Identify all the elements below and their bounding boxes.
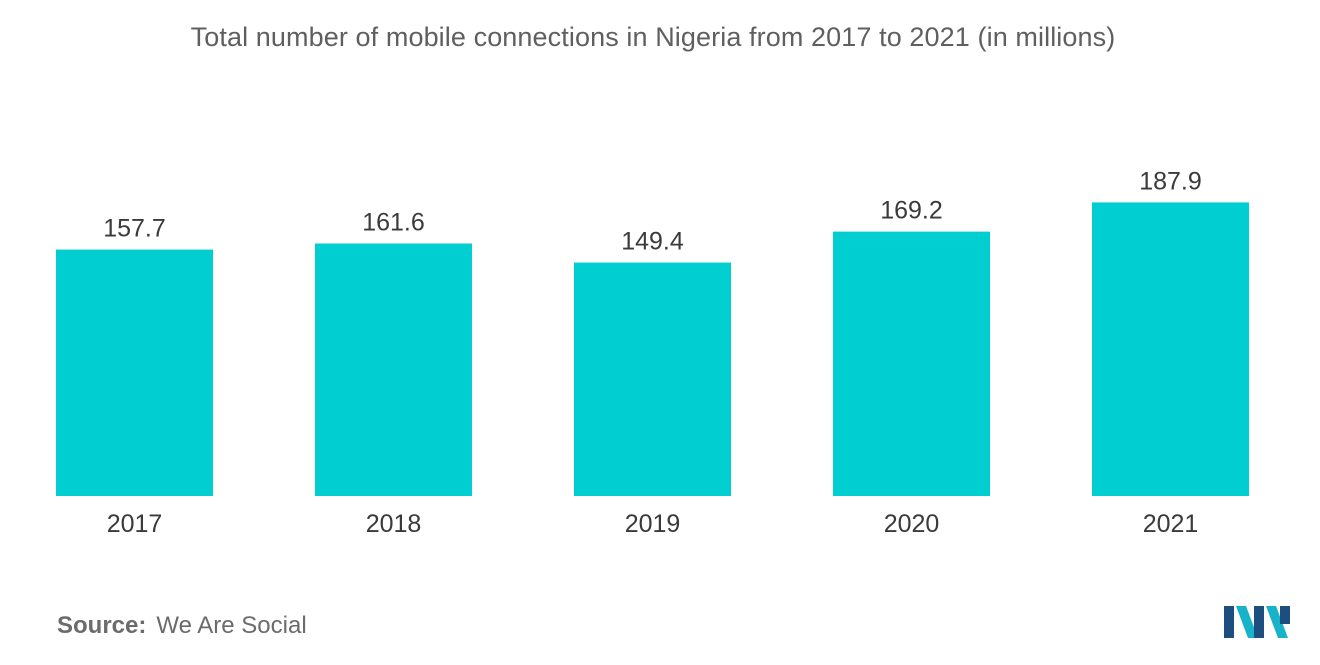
x-tick-label-2021: 2021 <box>1143 510 1199 538</box>
x-tick-label-2019: 2019 <box>625 510 681 538</box>
bar-2020 <box>833 231 990 496</box>
x-tick-label-2017: 2017 <box>107 510 163 538</box>
data-label-2017: 157.7 <box>103 215 166 243</box>
bars-group <box>56 202 1249 496</box>
source-note: Source: We Are Social <box>57 612 307 640</box>
bar-2018 <box>315 243 472 496</box>
bar-2021 <box>1092 202 1249 496</box>
value-labels-group: 157.7 161.6 149.4 169.2 187.9 <box>103 167 1202 255</box>
x-axis-ticks: 2017 2018 2019 2020 2021 <box>107 510 1199 538</box>
chart-title: Total number of mobile connections in Ni… <box>190 22 1116 52</box>
data-label-2021: 187.9 <box>1139 167 1202 195</box>
source-label: Source: <box>57 612 147 639</box>
x-tick-label-2018: 2018 <box>366 510 422 538</box>
bar-2017 <box>56 249 213 496</box>
data-label-2020: 169.2 <box>880 197 943 225</box>
x-tick-label-2020: 2020 <box>884 510 940 538</box>
company-logo-icon <box>1224 606 1290 638</box>
data-label-2018: 161.6 <box>362 209 425 237</box>
data-label-2019: 149.4 <box>621 228 684 256</box>
bar-2019 <box>574 262 731 496</box>
source-value: We Are Social <box>156 612 307 639</box>
